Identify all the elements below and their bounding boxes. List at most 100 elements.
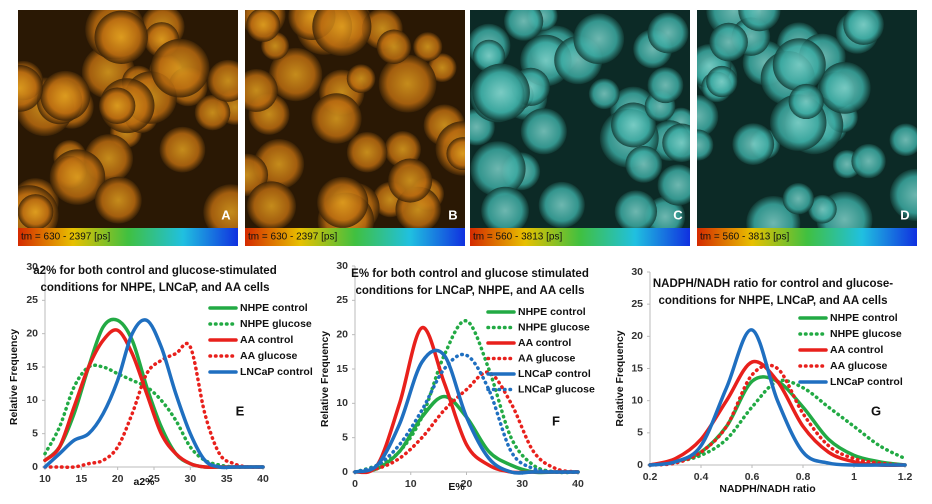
y-tick-label: 30 [336, 260, 348, 272]
micrograph: tm = 560 - 3813 [ps] D [697, 10, 917, 246]
y-tick-label: 0 [32, 461, 38, 473]
scale-label: tm = 630 - 2397 [ps] [21, 232, 110, 243]
cell [94, 176, 142, 224]
cell [194, 94, 231, 131]
cell [413, 32, 443, 62]
cells [697, 10, 917, 228]
y-tick-label: 15 [26, 361, 38, 373]
cell [207, 59, 238, 102]
color-bar [470, 228, 690, 246]
x-tick-label: 1 [851, 471, 857, 483]
y-tick-label: 10 [336, 397, 348, 409]
color-bar [697, 228, 917, 246]
cell [311, 93, 362, 144]
x-tick-label: 0.6 [745, 471, 760, 483]
cell [150, 38, 210, 98]
panel-label: D [900, 207, 909, 222]
cell [772, 38, 826, 92]
y-tick-label: 0 [342, 466, 348, 478]
cell [889, 123, 917, 157]
series-line [353, 352, 580, 475]
legend-label: LNCaP control [830, 376, 903, 388]
cell [269, 47, 323, 102]
x-axis-label: E% [448, 481, 465, 493]
cell [782, 183, 815, 215]
cell [245, 68, 278, 112]
scale-label: tm = 560 - 3813 [ps] [473, 232, 562, 243]
x-tick-label: 0 [352, 478, 358, 490]
legend-label: AA control [830, 344, 883, 356]
cell [843, 10, 884, 45]
color-bar [245, 228, 465, 246]
panel-label: F [552, 413, 560, 428]
y-tick-label: 25 [26, 294, 38, 306]
cell [647, 67, 684, 104]
cell [647, 12, 689, 54]
cell [662, 123, 690, 163]
y-axis-label: Relative Frequency [8, 329, 20, 425]
series-line [43, 318, 265, 470]
x-tick-label: 20 [461, 478, 473, 490]
y-tick-label: 20 [631, 330, 643, 342]
legend-label: AA control [518, 337, 571, 349]
chart: 0 5 10 15 20 25 30 0.2 0.4 0.6 0.8 1 1.2 NADPH/NADH r… [614, 266, 913, 495]
x-tick-label: 35 [221, 473, 233, 485]
panel-label: A [221, 207, 231, 222]
series-line [43, 363, 265, 469]
cell [611, 102, 656, 148]
cell [376, 29, 412, 64]
legend-label: LNCaP glucose [518, 383, 595, 395]
series-line [43, 341, 265, 469]
cell [384, 131, 422, 168]
y-tick-label: 5 [637, 427, 643, 439]
panel-label: E [236, 403, 245, 418]
micrograph: tm = 630 - 2397 [ps] A [18, 10, 238, 246]
cell [446, 137, 465, 171]
series-line [43, 328, 265, 469]
cell [738, 10, 781, 32]
chart-title: conditions for LNCaP, NHPE, and AA cells [356, 285, 585, 297]
cell [159, 126, 206, 173]
chart-title: E% for both control and glucose stimulat… [351, 268, 589, 280]
series-line [353, 370, 580, 474]
chart-title: NADPH/NADH ratio for control and glucose… [653, 278, 893, 290]
cell [98, 87, 136, 124]
cells [245, 10, 465, 228]
x-tick-label: 40 [572, 478, 584, 490]
panel-label: G [871, 403, 881, 418]
cell [520, 108, 567, 155]
x-axis-label: NADPH/NADH ratio [719, 483, 815, 495]
cell [503, 10, 544, 41]
cell [18, 65, 43, 112]
cell [49, 149, 106, 205]
series-line [648, 359, 907, 467]
cell [40, 70, 91, 121]
cell [889, 168, 917, 221]
x-tick-label: 10 [405, 478, 417, 490]
x-tick-label: 10 [39, 473, 51, 485]
series-line [353, 319, 580, 475]
cell [697, 129, 714, 161]
cell [657, 164, 690, 206]
x-axis-label: a2% [133, 476, 155, 488]
y-tick-label: 5 [342, 431, 348, 443]
cell [808, 194, 837, 224]
cell [851, 143, 886, 179]
scale-label: tm = 560 - 3813 [ps] [700, 232, 789, 243]
cell [246, 181, 297, 228]
cell [706, 65, 738, 98]
cell [346, 131, 388, 173]
y-tick-label: 10 [631, 394, 643, 406]
legend-label: NHPE glucose [830, 328, 902, 340]
y-tick-label: 20 [26, 327, 38, 339]
series-line [353, 348, 580, 475]
series-line [648, 328, 907, 467]
chart-title: conditions for NHPE, LNCaP, and AA cells [659, 295, 888, 307]
cell [709, 22, 748, 62]
x-tick-label: 0.4 [694, 471, 709, 483]
cell [203, 184, 238, 228]
legend-label: AA glucose [240, 350, 298, 362]
cells [18, 10, 238, 228]
legend-label: NHPE control [830, 312, 898, 324]
